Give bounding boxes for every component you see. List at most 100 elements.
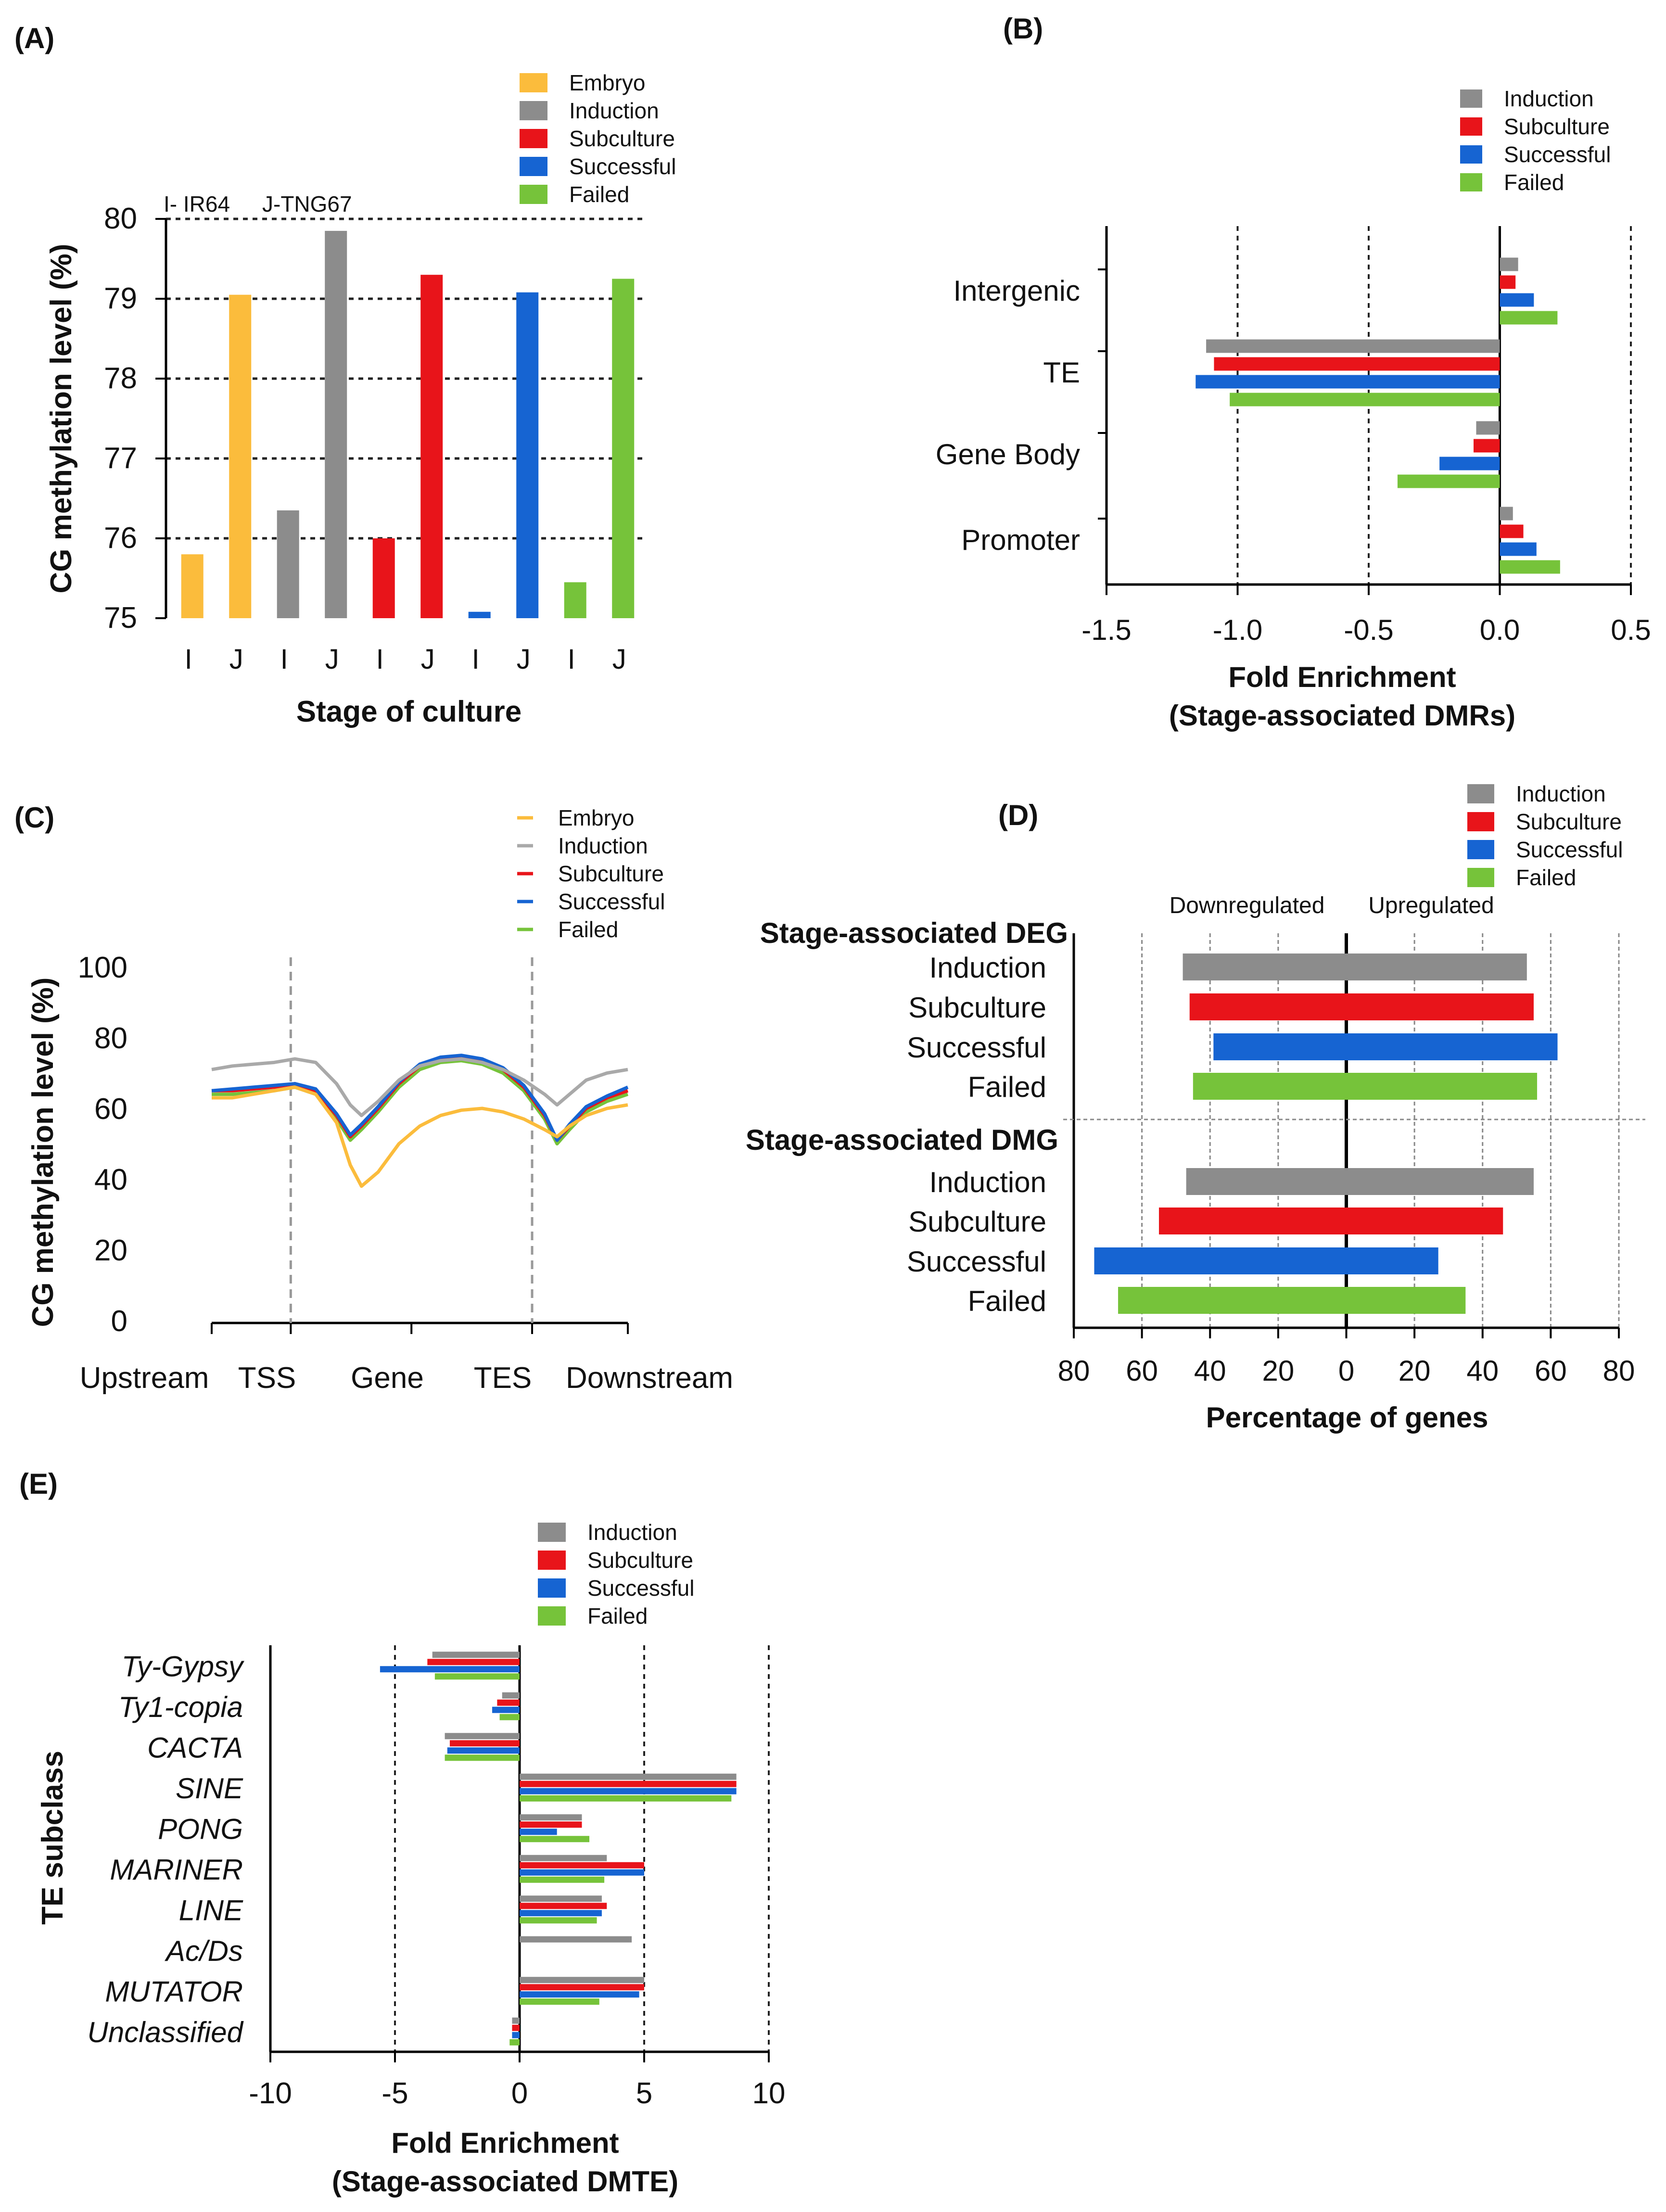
panel-a-bar — [612, 279, 635, 618]
panel-c-ytick-label: 20 — [94, 1234, 127, 1267]
panel-d-xtick-label: 40 — [1194, 1355, 1226, 1387]
panel-e-label: (E) — [19, 1468, 58, 1500]
panel-e-bar — [520, 1991, 639, 1998]
panel-e-bar — [520, 1876, 605, 1883]
panel-e-category-label: MARINER — [110, 1854, 243, 1886]
panel-c-line-embryo — [212, 1085, 628, 1188]
panel-d-group-title: Stage-associated DMG — [746, 1124, 1058, 1156]
panel-c-y-title: CG methylation level (%) — [26, 978, 60, 1327]
panel-b-bar — [1500, 275, 1516, 289]
legend-label-induction: Induction — [1504, 86, 1594, 111]
legend-label-induction: Induction — [558, 833, 648, 858]
panel-e-bar — [520, 1977, 644, 1983]
panel-e-xtick-label: 10 — [752, 2077, 786, 2110]
legend-swatch-induction — [520, 101, 547, 120]
panel-d-xtick-label: 40 — [1466, 1355, 1499, 1387]
panel-b-xtick-label: -1.5 — [1081, 614, 1131, 646]
panel-d-bar-up — [1346, 1033, 1558, 1060]
panel-d-xtick-label: 0 — [1338, 1355, 1354, 1387]
panel-b: (B) -1.5 -1.0 -0.5 0.0 0.5 Intergenic TE Gene Bo… — [936, 13, 1651, 732]
legend-swatch-induction — [1467, 784, 1494, 803]
panel-d-category-label: Failed — [968, 1285, 1046, 1317]
panel-c: (C) Embryo Induction Subculture Successful Fa… — [14, 801, 733, 1395]
panel-d-category-label: Failed — [968, 1071, 1046, 1103]
legend-label-successful: Successful — [1504, 142, 1611, 167]
panel-b-bar — [1500, 560, 1560, 574]
legend-swatch-failed — [1467, 868, 1494, 887]
panel-a-annotation-ir64: I- IR64 — [164, 191, 230, 216]
legend-swatch-failed — [1460, 173, 1482, 191]
panel-d-bar-up — [1346, 1287, 1466, 1314]
panel-a-bar — [564, 582, 586, 618]
panel-d-category-label: Subculture — [908, 992, 1046, 1024]
panel-e-category-label: Ac/Ds — [165, 1935, 243, 1967]
panel-b-x-subtitle: (Stage-associated DMRs) — [1169, 699, 1515, 732]
panel-d-group-title: Stage-associated DEG — [760, 917, 1068, 949]
panel-d-label: (D) — [998, 799, 1038, 831]
panel-e-bar — [499, 1714, 520, 1720]
panel-c-xtick-label: TSS — [238, 1361, 296, 1395]
panel-d-legend: Induction Subculture Successful Failed — [1467, 781, 1623, 890]
panel-a-x-title: Stage of culture — [296, 695, 522, 728]
panel-e-bar — [502, 1692, 520, 1699]
panel-b-bar — [1500, 507, 1513, 521]
panel-d-bar-down — [1183, 953, 1347, 980]
panel-b-bar — [1500, 524, 1524, 538]
panel-d-bar-down — [1094, 1247, 1347, 1274]
panel-c-legend: Embryo Induction Subculture Successful Faile… — [517, 805, 665, 942]
panel-d-upregulated-label: Upregulated — [1368, 893, 1494, 918]
panel-b-bar — [1500, 293, 1534, 307]
panel-e-bar — [445, 1733, 520, 1740]
panel-a-legend: Embryo Induction Subculture Successful Faile… — [520, 70, 676, 207]
panel-a-xtick-label: I — [376, 644, 384, 675]
legend-swatch-induction — [538, 1523, 566, 1542]
panel-d-bar-up — [1346, 953, 1527, 980]
panel-d-xtick-label: 60 — [1126, 1355, 1158, 1387]
panel-d-category-label: Induction — [929, 952, 1046, 984]
panel-d-bar-up — [1346, 1168, 1534, 1195]
panel-e-bar — [449, 1740, 520, 1747]
panel-d-bar-up — [1346, 993, 1534, 1020]
panel-b-category-label: Gene Body — [936, 438, 1080, 470]
panel-e-bar — [447, 1747, 520, 1754]
panel-c-line-induction — [211, 1057, 628, 1118]
panel-d-x-title: Percentage of genes — [1206, 1401, 1488, 1434]
panel-d-bar-up — [1346, 1073, 1538, 1100]
panel-d-category-label: Induction — [929, 1166, 1046, 1198]
panel-e-xtick-label: 0 — [511, 2077, 528, 2110]
legend-swatch-successful — [538, 1578, 566, 1598]
panel-e-bar — [512, 2032, 520, 2038]
panel-b-xtick-label: 0.0 — [1480, 614, 1520, 646]
panel-e-category-label: MUTATOR — [105, 1975, 243, 2008]
panel-b-bar — [1476, 421, 1500, 435]
panel-a-bar — [516, 292, 539, 618]
panel-d-xtick-label: 20 — [1399, 1355, 1431, 1387]
panel-a-xtick-label: I — [280, 644, 288, 675]
panel-d-bar-down — [1118, 1287, 1347, 1314]
panel-a-xtick-label: J — [229, 644, 243, 675]
legend-label-successful: Successful — [558, 889, 665, 914]
panel-b-bar — [1397, 474, 1500, 488]
legend-label-successful: Successful — [569, 154, 676, 179]
panel-e-category-label: Ty1-copia — [118, 1691, 243, 1723]
panel-b-bar — [1195, 375, 1500, 389]
panel-a-ytick-label: 78 — [104, 362, 137, 395]
legend-swatch-subculture — [538, 1551, 566, 1570]
panel-e-category-label: Unclassified — [88, 2016, 244, 2048]
panel-c-ytick-label: 100 — [78, 951, 127, 984]
panel-c-ytick-label: 80 — [94, 1022, 127, 1055]
panel-a-ytick-label: 77 — [104, 442, 137, 475]
panel-b-xtick-label: -0.5 — [1344, 614, 1393, 646]
panel-e-bar — [520, 1869, 644, 1876]
panel-a-ytick-label: 80 — [104, 202, 137, 235]
panel-e-x-title: Fold Enrichment — [391, 2127, 619, 2159]
panel-a-ytick-label: 79 — [104, 282, 137, 315]
legend-swatch-failed — [538, 1606, 566, 1626]
panel-b-bar — [1214, 357, 1500, 371]
panel-e-bar — [432, 1652, 520, 1658]
panel-d-bar-up — [1346, 1247, 1438, 1274]
legend-label-embryo: Embryo — [569, 70, 645, 95]
panel-e-bar — [380, 1666, 520, 1673]
legend-swatch-successful — [1460, 145, 1482, 164]
